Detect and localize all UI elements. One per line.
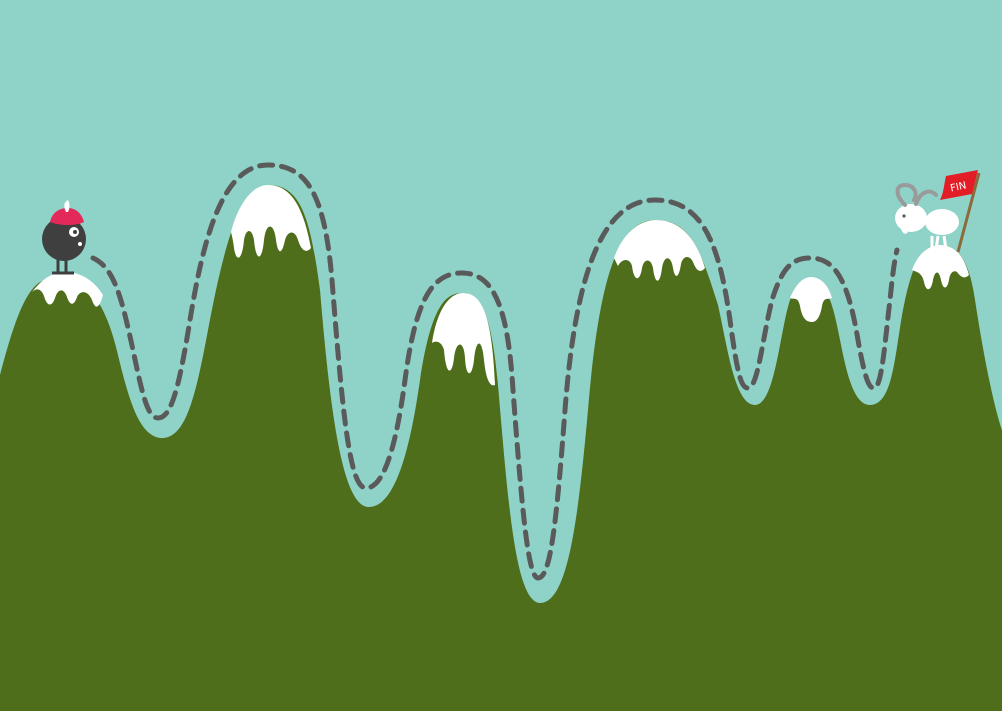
goat-eye — [902, 214, 906, 218]
flag-cloth — [940, 170, 978, 200]
goat-leg — [934, 235, 940, 251]
flag-label: FIN — [949, 180, 967, 194]
snow-cap-1 — [32, 272, 103, 307]
goat-horn — [895, 182, 918, 207]
goat-head — [895, 204, 927, 232]
finish-flag-icon[interactable]: FIN — [940, 170, 981, 253]
goat-leg — [942, 235, 948, 251]
mountain-goat-icon — [895, 182, 959, 251]
mountain-range — [0, 185, 1002, 711]
climbing-route-path — [90, 162, 900, 581]
goat-body — [925, 209, 959, 235]
goat-beard — [900, 226, 908, 234]
player-mouth — [78, 242, 82, 246]
snow-cap-2 — [231, 185, 311, 258]
snow-cap-4 — [614, 220, 705, 281]
player-hat-feather — [64, 200, 70, 212]
snow-cap-6 — [912, 245, 969, 290]
player-character[interactable] — [42, 200, 86, 275]
player-hat — [50, 208, 84, 225]
player-pupil — [73, 230, 77, 234]
snow-cap-3 — [432, 293, 495, 386]
snow-cap-5 — [790, 277, 832, 322]
goat-horn — [914, 189, 938, 206]
flag-pole — [956, 172, 981, 253]
